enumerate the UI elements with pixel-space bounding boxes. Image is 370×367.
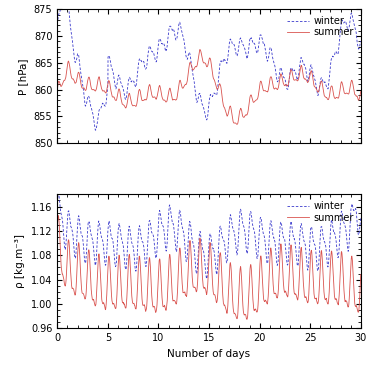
winter: [183, 48, 188, 52]
summer: [55, 87, 60, 92]
Line: summer: summer: [57, 215, 361, 319]
summer: [297, 266, 302, 271]
winter: [183, 248, 187, 253]
summer: [283, 289, 287, 294]
Y-axis label: ρ [kg.m⁻³]: ρ [kg.m⁻³]: [16, 235, 26, 288]
summer: [295, 295, 299, 300]
winter: [55, 200, 60, 204]
winter: [93, 128, 98, 132]
summer: [295, 78, 299, 83]
Line: winter: winter: [57, 0, 361, 130]
winter: [295, 76, 299, 80]
X-axis label: Number of days: Number of days: [168, 349, 250, 359]
summer: [55, 224, 60, 228]
winter: [297, 63, 302, 68]
winter: [55, 22, 60, 26]
Legend: winter, summer: winter, summer: [285, 199, 356, 225]
summer: [306, 80, 310, 84]
summer: [245, 317, 249, 321]
summer: [198, 47, 202, 52]
winter: [283, 240, 287, 245]
summer: [174, 97, 179, 102]
summer: [359, 272, 363, 277]
winter: [297, 235, 302, 240]
winter: [359, 216, 363, 221]
winter: [306, 267, 310, 272]
summer: [359, 89, 363, 94]
summer: [297, 70, 302, 74]
Line: summer: summer: [57, 50, 361, 124]
Line: winter: winter: [57, 193, 361, 279]
winter: [205, 276, 209, 281]
summer: [306, 300, 310, 304]
winter: [295, 259, 299, 264]
summer: [283, 83, 287, 88]
summer: [175, 300, 179, 305]
summer: [183, 292, 187, 297]
winter: [56, 191, 61, 195]
Y-axis label: P [hPa]: P [hPa]: [18, 58, 28, 95]
Legend: winter, summer: winter, summer: [285, 14, 356, 39]
summer: [235, 122, 239, 127]
winter: [175, 249, 179, 253]
winter: [283, 78, 287, 82]
winter: [175, 37, 179, 41]
summer: [183, 83, 187, 87]
winter: [359, 39, 363, 43]
winter: [306, 79, 310, 83]
summer: [56, 213, 61, 218]
